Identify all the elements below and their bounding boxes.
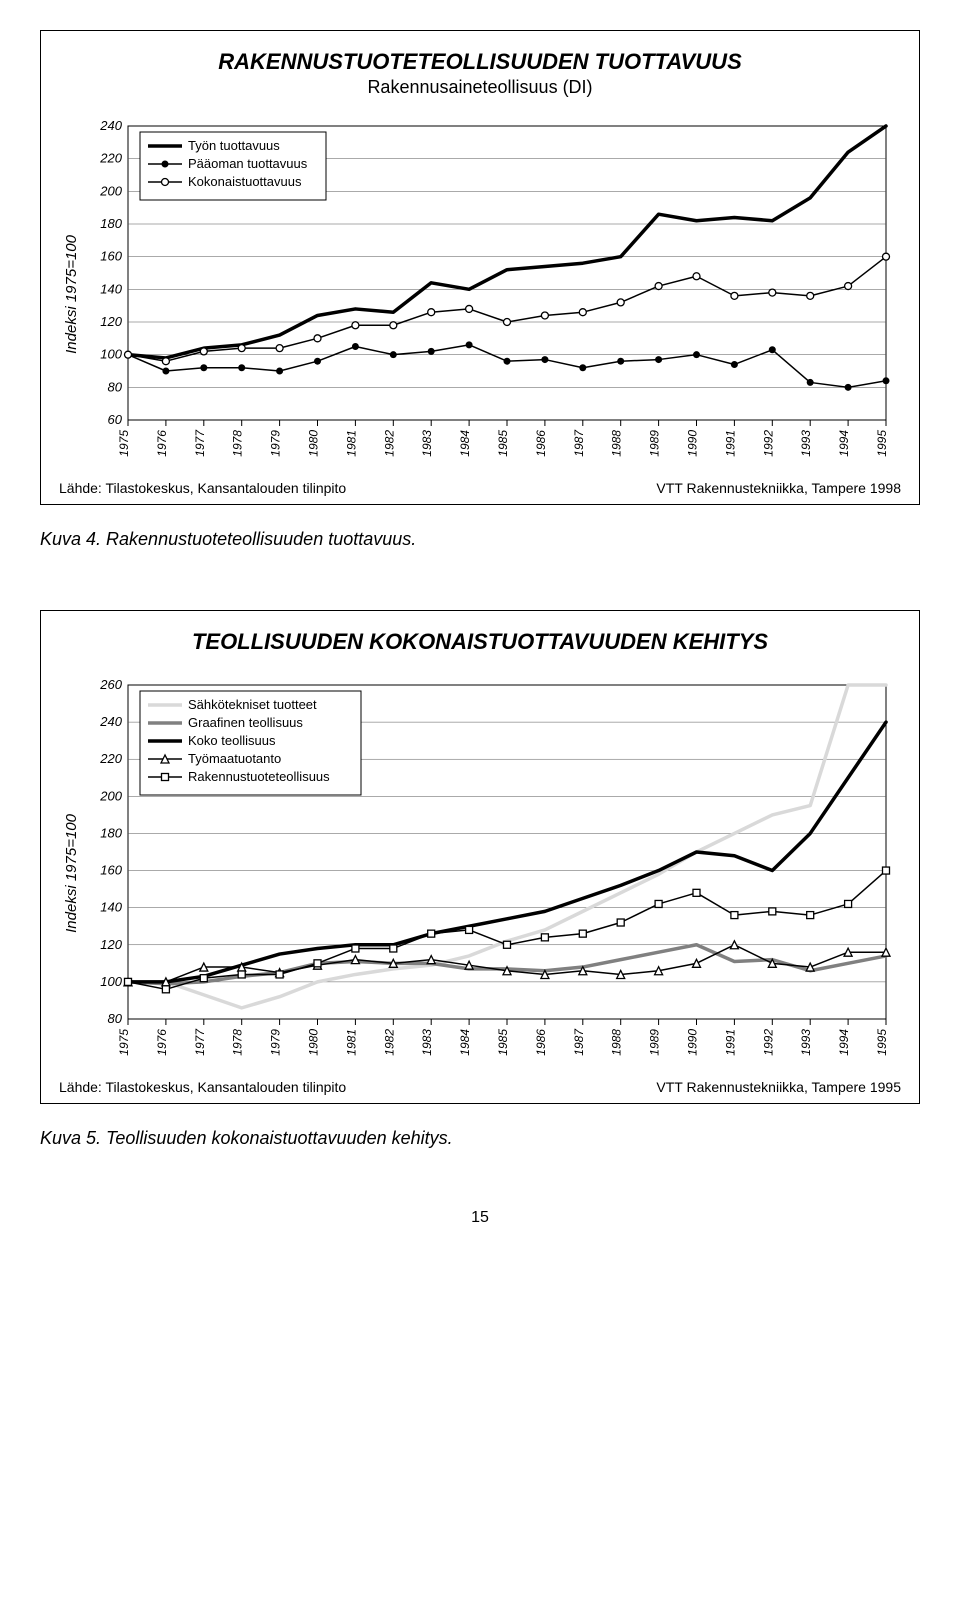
svg-text:Graafinen teollisuus: Graafinen teollisuus xyxy=(188,715,303,730)
page-number: 15 xyxy=(40,1209,920,1227)
svg-text:1988: 1988 xyxy=(610,430,624,457)
svg-text:1991: 1991 xyxy=(723,430,737,457)
svg-text:200: 200 xyxy=(99,183,122,198)
chart1-source-left: Lähde: Tilastokeskus, Kansantalouden til… xyxy=(59,480,346,496)
svg-text:1980: 1980 xyxy=(307,430,321,457)
svg-text:1994: 1994 xyxy=(837,1029,851,1056)
figure-1-frame: RAKENNUSTUOTETEOLLISUUDEN TUOTTAVUUS Rak… xyxy=(40,30,920,505)
svg-text:180: 180 xyxy=(100,216,122,231)
svg-text:240: 240 xyxy=(99,118,122,133)
svg-text:Kokonaistuottavuus: Kokonaistuottavuus xyxy=(188,174,302,189)
chart1-footer: Lähde: Tilastokeskus, Kansantalouden til… xyxy=(59,480,901,496)
chart1-title: RAKENNUSTUOTETEOLLISUUDEN TUOTTAVUUS xyxy=(59,49,901,75)
svg-text:Työn tuottavuus: Työn tuottavuus xyxy=(188,138,280,153)
svg-text:1978: 1978 xyxy=(231,1029,245,1056)
svg-text:1987: 1987 xyxy=(572,1028,586,1056)
svg-text:1990: 1990 xyxy=(686,430,700,457)
page: RAKENNUSTUOTETEOLLISUUDEN TUOTTAVUUS Rak… xyxy=(0,0,960,1267)
svg-text:120: 120 xyxy=(100,314,122,329)
svg-text:1983: 1983 xyxy=(420,1029,434,1056)
chart1-source-right: VTT Rakennustekniikka, Tampere 1998 xyxy=(656,480,901,496)
svg-text:100: 100 xyxy=(100,347,122,362)
svg-text:160: 160 xyxy=(100,249,122,264)
svg-text:1986: 1986 xyxy=(534,430,548,457)
svg-text:1977: 1977 xyxy=(193,1028,207,1056)
svg-text:Työmaatuotanto: Työmaatuotanto xyxy=(188,751,281,766)
svg-text:1989: 1989 xyxy=(648,430,662,457)
svg-text:1993: 1993 xyxy=(799,430,813,457)
svg-text:1987: 1987 xyxy=(572,429,586,457)
svg-text:1975: 1975 xyxy=(117,430,131,457)
svg-text:1979: 1979 xyxy=(269,1029,283,1056)
svg-text:140: 140 xyxy=(100,900,122,915)
svg-text:100: 100 xyxy=(100,974,122,989)
chart1-svg: 60 80 100 120 140 160 180 200 220 240 1975 1976 1977… xyxy=(80,114,900,474)
chart2-source-right: VTT Rakennustekniikka, Tampere 1995 xyxy=(656,1079,901,1095)
chart2-title: TEOLLISUUDEN KOKONAISTUOTTAVUUDEN KEHITY… xyxy=(59,629,901,655)
figure-2-frame: TEOLLISUUDEN KOKONAISTUOTTAVUUDEN KEHITY… xyxy=(40,610,920,1104)
svg-text:1995: 1995 xyxy=(875,1029,889,1056)
svg-text:1980: 1980 xyxy=(307,1029,321,1056)
svg-text:Sähkötekniset tuotteet: Sähkötekniset tuotteet xyxy=(188,697,317,712)
svg-text:1985: 1985 xyxy=(496,430,510,457)
svg-text:1993: 1993 xyxy=(799,1029,813,1056)
svg-text:1981: 1981 xyxy=(344,1029,358,1056)
svg-text:200: 200 xyxy=(99,788,122,803)
svg-text:60: 60 xyxy=(108,412,123,427)
chart2-caption: Kuva 5. Teollisuuden kokonaistuottavuude… xyxy=(40,1128,920,1149)
svg-text:80: 80 xyxy=(108,379,123,394)
svg-text:120: 120 xyxy=(100,937,122,952)
chart1-subtitle: Rakennusaineteollisuus (DI) xyxy=(59,77,901,98)
chart2-footer: Lähde: Tilastokeskus, Kansantalouden til… xyxy=(59,1079,901,1095)
svg-text:Pääoman tuottavuus: Pääoman tuottavuus xyxy=(188,156,308,171)
svg-text:1994: 1994 xyxy=(837,430,851,457)
svg-text:1979: 1979 xyxy=(269,430,283,457)
chart1-ylabel: Indeksi 1975=100 xyxy=(59,235,80,354)
chart1-caption: Kuva 4. Rakennustuoteteollisuuden tuotta… xyxy=(40,529,920,550)
svg-text:1995: 1995 xyxy=(875,430,889,457)
svg-text:1990: 1990 xyxy=(686,1029,700,1056)
svg-text:260: 260 xyxy=(99,677,122,692)
svg-text:1984: 1984 xyxy=(458,1029,472,1056)
svg-text:1975: 1975 xyxy=(117,1029,131,1056)
svg-text:1982: 1982 xyxy=(382,430,396,457)
svg-text:1986: 1986 xyxy=(534,1029,548,1056)
chart2-svg: 80 100 120 140 160 180 200 220 240 260 1975 1976 197… xyxy=(80,673,900,1073)
chart2-row: Indeksi 1975=100 80 100 120 140 160 180 200 220… xyxy=(59,673,901,1073)
svg-text:240: 240 xyxy=(99,714,122,729)
svg-text:Koko teollisuus: Koko teollisuus xyxy=(188,733,276,748)
svg-text:1983: 1983 xyxy=(420,430,434,457)
svg-text:1989: 1989 xyxy=(648,1029,662,1056)
svg-text:220: 220 xyxy=(99,151,122,166)
chart1-row: Indeksi 1975=100 60 80 100 120 140 160 180 200 2… xyxy=(59,114,901,474)
svg-text:1976: 1976 xyxy=(155,430,169,457)
svg-text:Rakennustuoteteollisuus: Rakennustuoteteollisuus xyxy=(188,769,330,784)
svg-text:1988: 1988 xyxy=(610,1029,624,1056)
svg-text:1985: 1985 xyxy=(496,1029,510,1056)
svg-text:80: 80 xyxy=(108,1011,123,1026)
svg-text:1977: 1977 xyxy=(193,429,207,457)
svg-text:1976: 1976 xyxy=(155,1029,169,1056)
svg-text:180: 180 xyxy=(100,825,122,840)
svg-text:1992: 1992 xyxy=(761,430,775,457)
svg-text:1992: 1992 xyxy=(761,1029,775,1056)
svg-text:1982: 1982 xyxy=(382,1029,396,1056)
chart2-ylabel: Indeksi 1975=100 xyxy=(59,814,80,933)
svg-text:1991: 1991 xyxy=(723,1029,737,1056)
svg-text:1981: 1981 xyxy=(344,430,358,457)
chart2-source-left: Lähde: Tilastokeskus, Kansantalouden til… xyxy=(59,1079,346,1095)
svg-text:1984: 1984 xyxy=(458,430,472,457)
svg-text:220: 220 xyxy=(99,751,122,766)
svg-text:1978: 1978 xyxy=(231,430,245,457)
svg-text:140: 140 xyxy=(100,281,122,296)
svg-text:160: 160 xyxy=(100,863,122,878)
